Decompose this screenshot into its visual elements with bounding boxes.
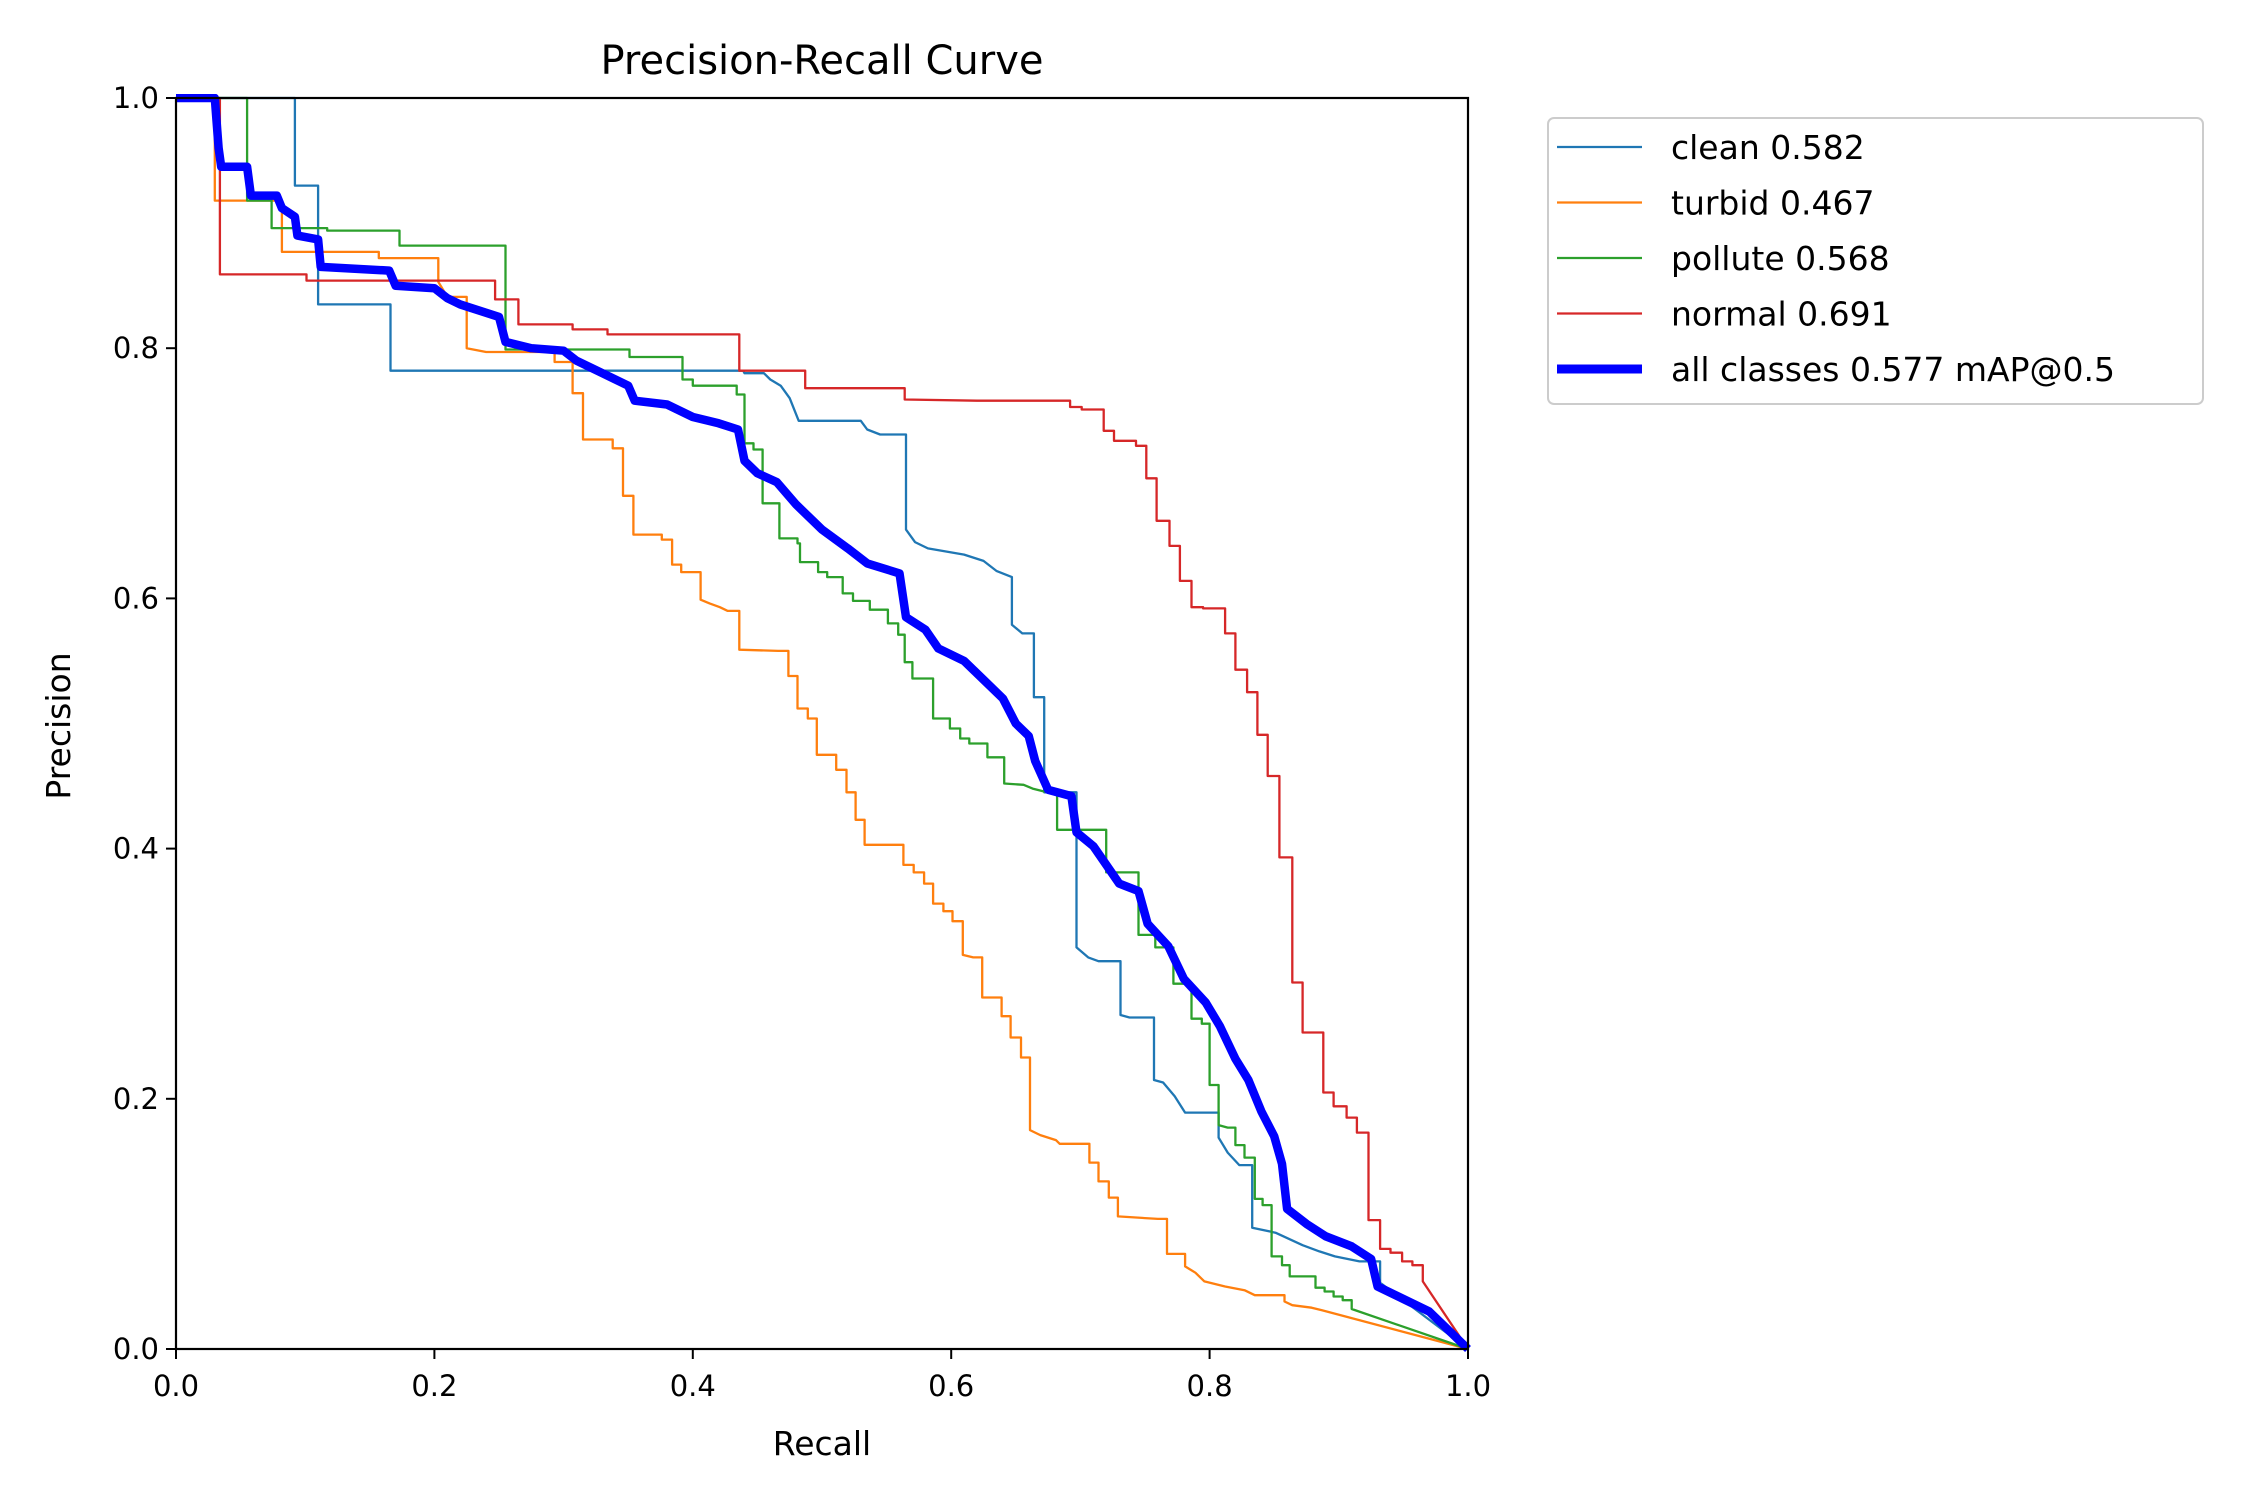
y-tick-label: 0.8 bbox=[113, 331, 159, 365]
x-axis-label: Recall bbox=[773, 1424, 871, 1463]
legend: clean 0.582 turbid 0.467 pollute 0.568 norm… bbox=[1547, 117, 2204, 405]
series-line-all-classes bbox=[176, 94, 1471, 1353]
x-axis: 0.0 0.2 0.4 0.6 0.8 1.0 bbox=[153, 1349, 1491, 1403]
legend-entries: clean 0.582 turbid 0.467 pollute 0.568 norm… bbox=[1557, 128, 2115, 389]
series-layer bbox=[176, 94, 1471, 1353]
y-axis-label: Precision bbox=[39, 652, 78, 799]
y-tick-label: 0.6 bbox=[113, 581, 159, 615]
series-line-normal bbox=[176, 96, 1469, 1350]
legend-frame bbox=[1547, 117, 2204, 405]
legend-label-normal: normal 0.691 bbox=[1671, 295, 1892, 334]
y-axis: 0.0 0.2 0.4 0.6 0.8 1.0 bbox=[113, 81, 176, 1366]
x-tick-label: 1.0 bbox=[1445, 1369, 1491, 1403]
y-tick-label: 0.0 bbox=[113, 1332, 159, 1366]
x-tick-label: 0.4 bbox=[670, 1369, 716, 1403]
legend-label-all-classes: all classes 0.577 mAP@0.5 bbox=[1671, 350, 2115, 389]
x-tick-label: 0.8 bbox=[1187, 1369, 1233, 1403]
axes-frame bbox=[174, 96, 1470, 1351]
legend-label-turbid: turbid 0.467 bbox=[1671, 184, 1874, 223]
plot-area bbox=[174, 94, 1471, 1353]
y-tick-label: 0.4 bbox=[113, 832, 159, 866]
series-line-turbid bbox=[176, 96, 1469, 1351]
legend-label-clean: clean 0.582 bbox=[1671, 128, 1865, 167]
y-tick-label: 0.2 bbox=[113, 1082, 159, 1116]
chart-title: Precision-Recall Curve bbox=[601, 38, 1044, 84]
x-tick-label: 0.2 bbox=[411, 1369, 457, 1403]
series-line-pollute bbox=[176, 96, 1469, 1351]
series-line-clean bbox=[176, 96, 1469, 1350]
x-tick-label: 0.6 bbox=[928, 1369, 974, 1403]
x-tick-label: 0.0 bbox=[153, 1369, 199, 1403]
y-tick-label: 1.0 bbox=[113, 81, 159, 115]
legend-label-pollute: pollute 0.568 bbox=[1671, 239, 1890, 278]
